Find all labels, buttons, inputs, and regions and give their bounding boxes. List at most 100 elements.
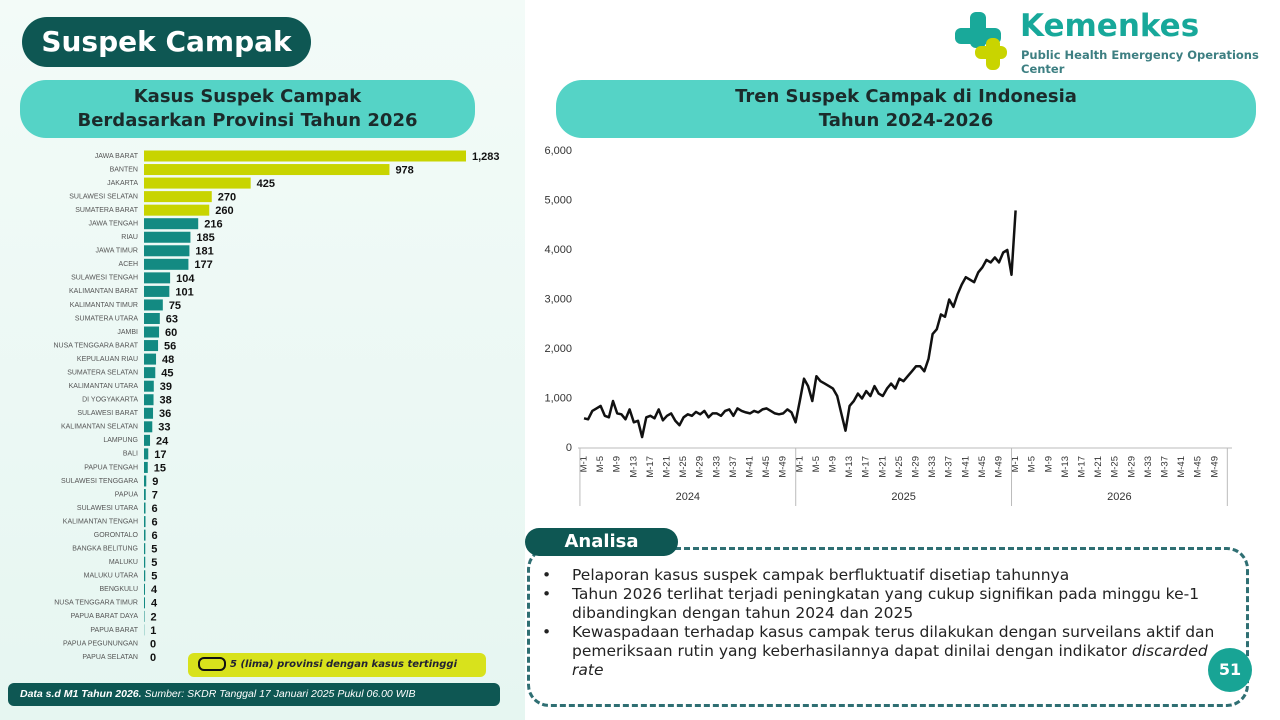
x-tick-label: M-29 (695, 456, 706, 478)
value-label: 48 (162, 354, 174, 366)
bar (144, 529, 146, 541)
bar (144, 380, 154, 392)
bar (144, 177, 251, 189)
bar (144, 489, 146, 501)
category-label: PAPUA SELATAN (82, 654, 138, 661)
category-label: JAMBI (117, 329, 138, 336)
category-label: DI YOGYAKARTA (82, 397, 138, 404)
value-label: 56 (164, 340, 176, 352)
category-label: PAPUA TENGAH (84, 464, 138, 471)
x-tick-label: M-1 (579, 456, 590, 472)
title-line: Kasus Suspek Campak (133, 86, 362, 107)
logo-subtitle: Public Health Emergency Operations Cente… (1021, 48, 1259, 76)
x-tick-label: M-9 (828, 456, 839, 472)
bar (144, 610, 145, 622)
value-label: 4 (151, 584, 158, 596)
value-label: 2 (151, 611, 157, 623)
category-label: NUSA TENGGARA TIMUR (54, 600, 138, 607)
analysis-list: Pelaporan kasus suspek campak berfluktua… (540, 566, 1242, 680)
bullet-text: Pelaporan kasus suspek campak berfluktua… (572, 566, 1070, 584)
category-label: SULAWESI UTARA (77, 505, 138, 512)
value-label: 45 (161, 368, 173, 380)
group-label: 2024 (676, 491, 700, 503)
category-label: BENGKULU (99, 586, 138, 593)
bullet: Pelaporan kasus suspek campak berfluktua… (542, 566, 1242, 585)
bar (144, 285, 170, 297)
category-label: BANGKA BELITUNG (72, 546, 138, 553)
value-label: 5 (151, 571, 157, 583)
category-label: GORONTALO (94, 532, 139, 539)
category-label: MALUKU UTARA (84, 573, 139, 580)
bullet-text: Tahun 2026 terlihat terjadi peningkatan … (572, 585, 1200, 622)
title-line: Tahun 2024-2026 (818, 110, 994, 131)
x-tick-label: M-21 (877, 456, 888, 478)
bar (144, 516, 146, 528)
value-label: 36 (159, 408, 171, 420)
x-tick-label: M-13 (628, 456, 639, 478)
value-label: 177 (194, 259, 212, 271)
x-tick-label: M-17 (1077, 456, 1088, 478)
y-tick-label: 2,000 (544, 343, 572, 355)
y-tick-label: 5,000 (544, 194, 572, 206)
category-label: KALIMANTAN TENGAH (63, 518, 138, 525)
bar (144, 570, 146, 582)
group-label: 2025 (891, 491, 915, 503)
category-label: NUSA TENGGARA BARAT (53, 342, 138, 349)
x-tick-label: M-13 (844, 456, 855, 478)
value-label: 15 (154, 462, 166, 474)
bar (144, 150, 466, 162)
footer-note: Data s.d M1 Tahun 2026. (20, 688, 142, 700)
bar (144, 461, 148, 473)
bar (144, 434, 151, 446)
category-label: JAWA TIMUR (95, 248, 138, 255)
category-label: JAWA TENGAH (88, 221, 138, 228)
line-series (583, 210, 1017, 439)
category-label: KALIMANTAN UTARA (69, 383, 139, 390)
value-label: 60 (165, 327, 177, 339)
value-label: 6 (152, 517, 158, 529)
y-tick-label: 3,000 (544, 293, 572, 305)
bar (144, 543, 146, 555)
x-tick-label: M-5 (1027, 456, 1038, 472)
bar (144, 448, 149, 460)
x-tick-label: M-33 (711, 456, 722, 478)
category-label: PAPUA BARAT DAYA (71, 613, 139, 620)
x-tick-label: M-1 (1010, 456, 1021, 472)
category-label: SUMATERA BARAT (75, 207, 138, 214)
line-chart-title: Tren Suspek Campak di Indonesia Tahun 202… (556, 80, 1256, 138)
bar (144, 340, 159, 352)
value-label: 101 (175, 286, 193, 298)
x-tick-label: M-49 (778, 456, 789, 478)
bar (144, 299, 163, 311)
value-label: 0 (150, 638, 156, 650)
x-tick-label: M-45 (761, 456, 772, 478)
bar (144, 231, 191, 243)
bar (144, 245, 190, 257)
x-tick-label: M-37 (944, 456, 955, 478)
category-label: SULAWESI SELATAN (69, 193, 138, 200)
category-label: KEPULAUAN RIAU (77, 356, 138, 363)
y-tick-label: 6,000 (544, 145, 572, 157)
bar (144, 218, 199, 230)
value-label: 104 (176, 273, 195, 285)
value-label: 5 (151, 557, 157, 569)
legend: 5 (lima) provinsi dengan kasus tertinggi (188, 653, 486, 677)
bar (144, 394, 154, 406)
x-tick-label: M-17 (645, 456, 656, 478)
x-tick-label: M-41 (1176, 456, 1187, 478)
category-label: SULAWESI BARAT (77, 410, 138, 417)
bar (144, 502, 146, 514)
bullet-text: Kewaspadaan terhadap kasus campak terus … (572, 623, 1215, 660)
x-tick-label: M-25 (678, 456, 689, 478)
category-label: SUMATERA UTARA (75, 315, 138, 322)
logo-mark (955, 12, 1007, 70)
bar (144, 326, 160, 338)
y-tick-label: 1,000 (544, 392, 572, 404)
value-label: 9 (152, 476, 158, 488)
x-tick-label: M-25 (894, 456, 905, 478)
x-tick-label: M-45 (977, 456, 988, 478)
value-label: 978 (395, 164, 413, 176)
bar (144, 556, 146, 568)
category-label: ACEH (119, 261, 138, 268)
category-label: JAKARTA (107, 180, 138, 187)
